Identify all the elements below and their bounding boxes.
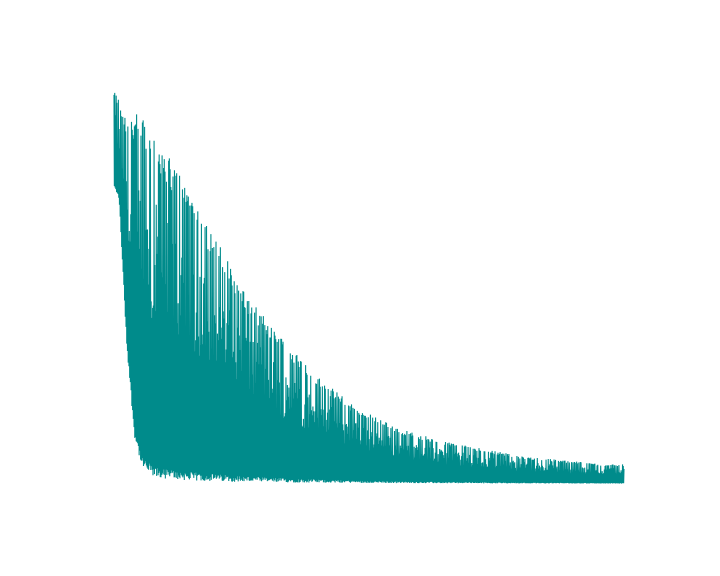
series-line-0: [113, 92, 625, 484]
plot-area: [113, 92, 625, 484]
